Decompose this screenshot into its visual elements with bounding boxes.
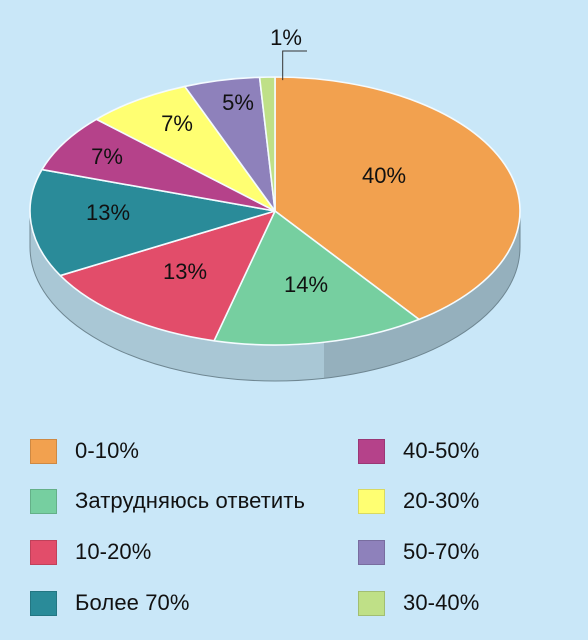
legend-swatch-40-50 [358, 438, 385, 464]
legend-swatch-zatrudnyayus [30, 488, 57, 514]
legend-item-zatrudnyayus: Затрудняюсь ответить [30, 486, 305, 516]
legend-label-10-20: 10-20% [75, 539, 152, 564]
legend-label-zatrudnyayus: Затрудняюсь ответить [75, 488, 306, 513]
legend-swatch-10-20 [30, 539, 57, 565]
pie-slice-20-30- [95, 85, 276, 212]
legend-item-30-40: 30-40% [358, 588, 479, 618]
legend-swatch-bolee-70 [30, 590, 57, 616]
pie-slice-затрудняюсь-ответить [213, 210, 420, 346]
legend-item-bolee-70: Более 70% [30, 588, 190, 618]
legend: 0-10% Затрудняюсь ответить 10-20% Более … [0, 420, 588, 640]
legend-label-40-50: 40-50% [403, 438, 480, 463]
pie-chart: 40% 14% 13% 13% 7% 7% 5% 1% [29, 25, 521, 382]
legend-swatch-30-40 [358, 590, 385, 616]
legend-label-bolee-70: Более 70% [75, 590, 190, 615]
leader-line-1-percent [282, 50, 307, 81]
legend-item-50-70: 50-70% [358, 537, 479, 567]
legend-swatch-0-10 [30, 438, 57, 464]
data-label-30-40-: 1% [270, 25, 302, 50]
data-label-50-70-: 5% [222, 90, 254, 115]
legend-item-20-30: 20-30% [358, 486, 479, 516]
legend-swatch-20-30 [358, 488, 385, 514]
legend-item-10-20: 10-20% [30, 537, 151, 567]
pie-slice-10-20- [59, 210, 276, 342]
data-label-затрудняюсь-ответить: 14% [284, 272, 328, 297]
pie-side-shadow [324, 211, 521, 379]
pie-slice-более-70- [29, 168, 276, 277]
data-label-20-30-: 7% [161, 111, 193, 136]
data-label-40-50-: 7% [91, 144, 123, 169]
legend-label-0-10: 0-10% [75, 438, 140, 463]
pie-slice-40-50- [41, 118, 276, 212]
legend-swatch-50-70 [358, 539, 385, 565]
data-label-0-10-: 40% [362, 163, 406, 188]
data-label-10-20-: 13% [163, 259, 207, 284]
legend-item-40-50: 40-50% [358, 436, 479, 466]
pie-slice-30-40- [258, 76, 276, 212]
pie-slice-0-10- [274, 76, 521, 321]
legend-label-50-70: 50-70% [403, 539, 480, 564]
data-label-более-70-: 13% [86, 200, 130, 225]
legend-label-20-30: 20-30% [403, 488, 480, 513]
legend-item-0-10: 0-10% [30, 436, 139, 466]
legend-label-30-40: 30-40% [403, 590, 480, 615]
